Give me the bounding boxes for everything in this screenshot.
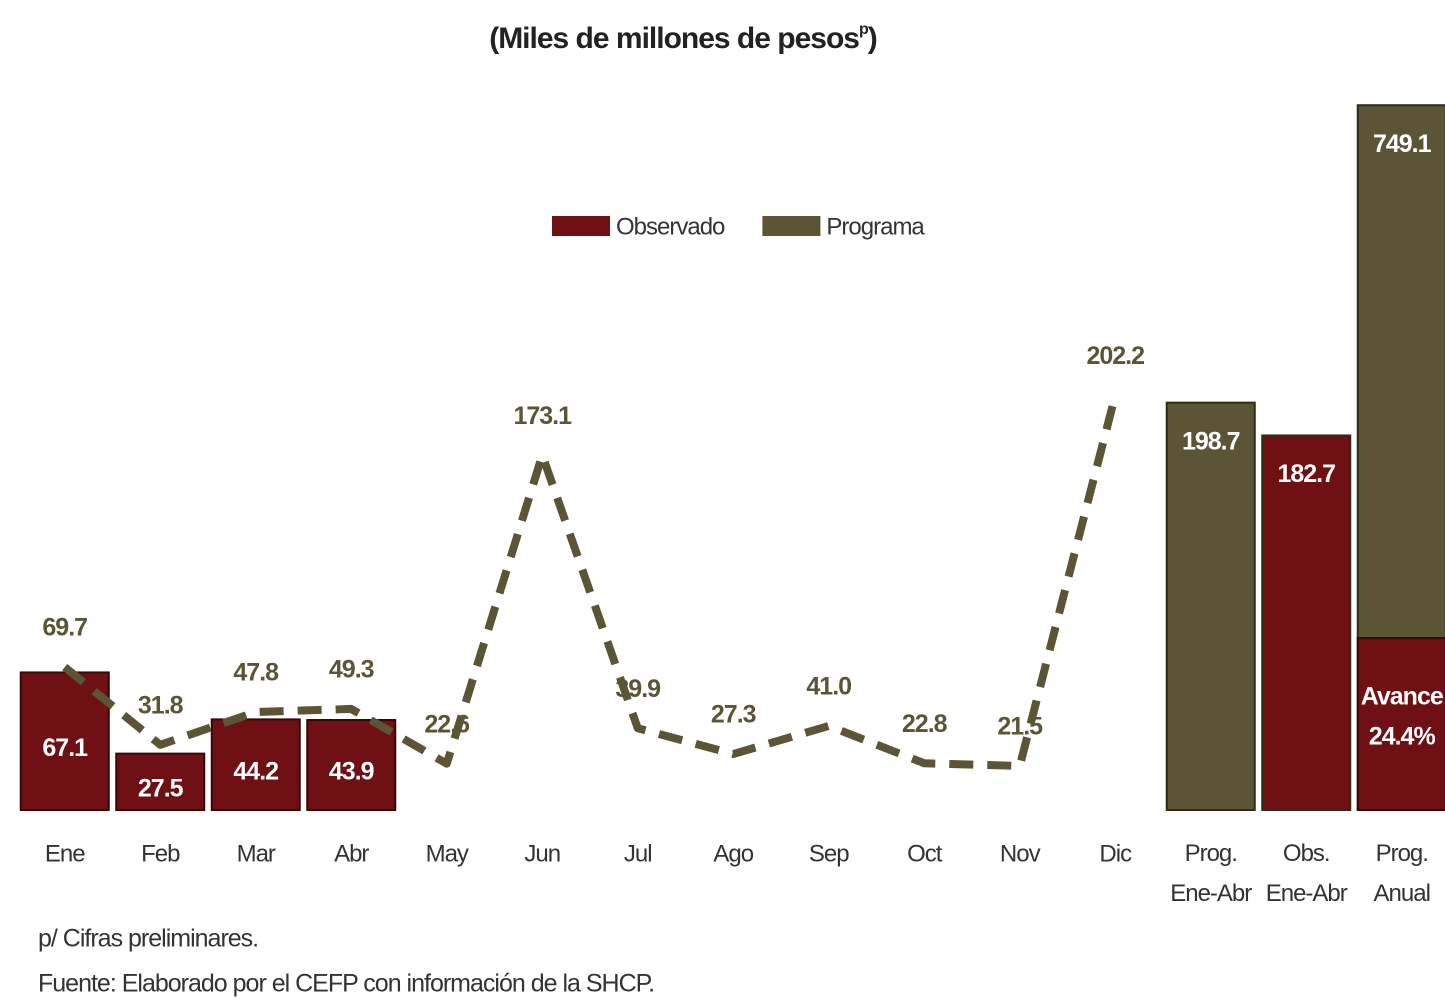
avance-value-label: 24.4% xyxy=(1369,723,1436,751)
chart-title: (Miles de millones de pesosp) xyxy=(489,21,877,55)
legend-swatch xyxy=(762,216,821,236)
summary-category-label: Obs. Ene-Abr xyxy=(1266,840,1348,907)
line-value-label: 22.8 xyxy=(902,710,948,738)
bar xyxy=(306,719,397,812)
title-end: ) xyxy=(868,22,877,55)
x-tick-label: Jun xyxy=(524,840,560,867)
summary-category-line: Prog. xyxy=(1376,840,1428,867)
line-value-label: 202.2 xyxy=(1086,342,1144,370)
summary-value-label: 749.1 xyxy=(1373,130,1432,158)
summary-bar xyxy=(1165,401,1256,811)
summary-category-label: Prog. Ene-Abr xyxy=(1170,840,1252,907)
legend-label: Programa xyxy=(826,213,925,240)
footnote: p/ Cifras preliminares. xyxy=(38,925,258,953)
x-tick-label: Nov xyxy=(1000,840,1041,867)
line-value-label: 27.3 xyxy=(711,701,756,729)
bar-value-label: 43.9 xyxy=(329,758,374,786)
bar-value-label: 67.1 xyxy=(42,734,88,762)
bar xyxy=(210,718,301,812)
x-tick-label: Ago xyxy=(713,840,753,867)
line-value-label: 49.3 xyxy=(329,656,374,684)
line-value-label: 47.8 xyxy=(233,659,279,687)
title-superscript: p xyxy=(859,21,869,38)
x-tick-label: Feb xyxy=(141,840,180,867)
summary-value-label: 182.7 xyxy=(1277,460,1335,488)
x-tick-label: Ene xyxy=(45,840,85,867)
legend-label: Observado xyxy=(616,213,725,240)
x-tick-label: May xyxy=(426,840,469,867)
legend-swatch xyxy=(552,216,610,236)
line-value-label: 69.7 xyxy=(42,614,87,642)
bar xyxy=(115,752,206,811)
source-note: Fuente: Elaborado por el CEFP con inform… xyxy=(38,970,654,998)
x-tick-label: Jul xyxy=(624,840,652,867)
avance-segment xyxy=(1356,637,1445,811)
title-text: (Miles de millones de pesos xyxy=(489,22,859,55)
summary-category-label: Prog. Anual xyxy=(1374,840,1430,907)
avance-label: Avance xyxy=(1361,683,1444,711)
summary-category-line: Ene-Abr xyxy=(1266,880,1348,907)
summary-category-line: Prog. xyxy=(1185,840,1237,867)
x-tick-label: Dic xyxy=(1099,840,1132,867)
line-value-label: 41.0 xyxy=(806,673,851,701)
line-value-label: 173.1 xyxy=(513,402,572,430)
x-tick-label: Mar xyxy=(237,840,276,867)
summary-category-line: Anual xyxy=(1374,880,1430,907)
line-value-label: 31.8 xyxy=(138,691,184,719)
summary-category-line: Ene-Abr xyxy=(1170,880,1252,907)
x-tick-label: Sep xyxy=(809,840,849,867)
summary-value-label: 198.7 xyxy=(1182,427,1240,455)
bar-value-label: 44.2 xyxy=(233,757,278,785)
summary-category-line: Obs. xyxy=(1283,840,1330,867)
summary-bar xyxy=(1261,434,1352,811)
x-tick-label: Abr xyxy=(334,840,369,867)
bar-value-label: 27.5 xyxy=(138,774,184,802)
x-tick-label: Oct xyxy=(907,840,943,867)
line xyxy=(62,394,1120,770)
